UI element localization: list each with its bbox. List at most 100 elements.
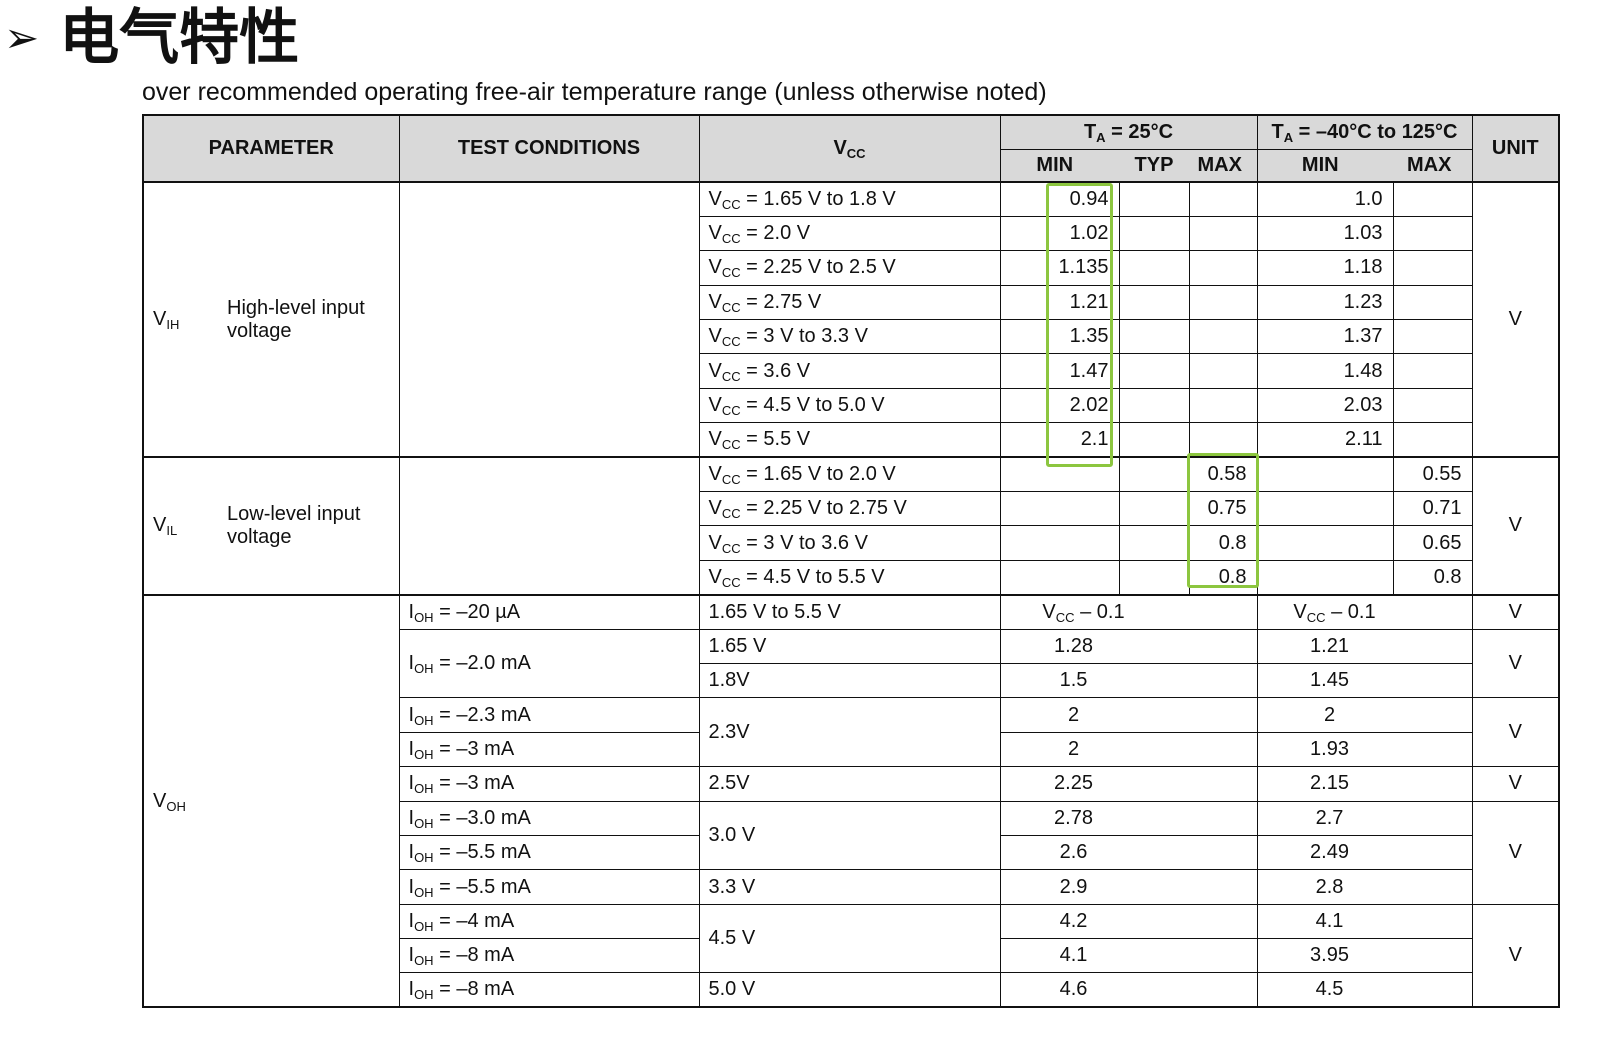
voh-min-25c: 2.9 (999, 869, 1258, 905)
vih-typ-25c (1118, 353, 1190, 389)
vih-row: VIH High-level input voltage VCC = 1.65 V … (142, 180, 1560, 458)
voh-row: 1.8V 1.5 1.45 (143, 662, 1559, 698)
vil-max-full: 0.71 (1392, 491, 1473, 526)
vih-min-full: 1.23 (1256, 284, 1394, 320)
voh-min-full: 3.95 (1256, 938, 1473, 973)
vih-typ-25c (1118, 422, 1190, 458)
vil-min-full (1256, 491, 1394, 526)
vil-vcc: VCC = 2.25 V to 2.75 V (698, 491, 1001, 526)
voh-ioh: IOH = –3 mA (398, 731, 700, 767)
vih-row: VCC = 2.25 V to 2.5 V 1.135 1.18 (143, 250, 1559, 286)
voh-row: IOH = –8 mA 5.0 V 4.6 4.5 (143, 972, 1559, 1008)
vih-min-25c: 1.02 (999, 215, 1120, 251)
voh-row: IOH = –4 mA 4.5 V 4.2 4.1 V (143, 903, 1560, 1008)
vil-min-25c (999, 525, 1120, 561)
vih-max-full (1392, 215, 1473, 251)
voh-min-full: VCC – 0.1 (1256, 593, 1473, 630)
header-max-25c: MAX (1189, 148, 1258, 182)
voh-min-25c: 4.1 (999, 938, 1258, 973)
vih-min-full: 1.03 (1256, 215, 1394, 251)
voh-vcc: 1.8V (698, 662, 1001, 698)
vil-min-25c (999, 491, 1120, 526)
voh-vcc: 3.0 V (698, 800, 1001, 870)
vil-max-25c: 0.75 (1188, 491, 1258, 526)
vil-row: VIL Low-level input voltage VCC = 1.65 V t… (142, 456, 1560, 595)
header-ta-25c: TA = 25°C (999, 115, 1258, 149)
table-caption: over recommended operating free-air temp… (142, 78, 1047, 106)
vil-row: VCC = 2.25 V to 2.75 V 0.75 0.71 (143, 491, 1559, 526)
vih-symbol: VIH (153, 308, 180, 333)
vih-vcc: VCC = 2.25 V to 2.5 V (698, 250, 1001, 286)
vih-max-25c (1188, 319, 1258, 354)
vil-max-25c: 0.8 (1188, 559, 1258, 595)
vih-min-25c: 0.94 (999, 180, 1120, 217)
voh-min-full: 2.8 (1256, 869, 1473, 905)
vil-min-25c (999, 456, 1120, 492)
vih-min-full: 1.0 (1256, 180, 1394, 217)
voh-unit: V (1471, 697, 1560, 767)
vih-min-25c: 1.135 (999, 250, 1120, 286)
vil-symbol: VIL (153, 514, 178, 539)
voh-row: IOH = –3 mA 2.5V 2.25 2.15 V (143, 766, 1560, 802)
voh-vcc: 2.3V (698, 697, 1001, 767)
vih-typ-25c (1118, 284, 1190, 320)
voh-min-full: 1.45 (1256, 662, 1473, 698)
vih-max-25c (1188, 353, 1258, 389)
voh-unit: V (1471, 628, 1560, 698)
voh-row: IOH = –5.5 mA 2.6 2.49 (143, 834, 1559, 870)
vih-max-full (1392, 180, 1473, 217)
vih-max-full (1392, 387, 1473, 423)
vih-row: VCC = 2.0 V 1.02 1.03 (143, 215, 1559, 251)
voh-min-25c: 4.2 (999, 903, 1258, 939)
voh-row: IOH = –3.0 mA 3.0 V 2.78 2.7 V (143, 800, 1560, 905)
voh-row: VOH IOH = –20 µA 1.65 V to 5.5 V VCC – 0.1 V… (142, 593, 1560, 1008)
voh-vcc: 5.0 V (698, 972, 1001, 1008)
vih-max-25c (1188, 387, 1258, 423)
vih-unit: V (1471, 180, 1560, 458)
voh-ioh: IOH = –4 mA (398, 903, 700, 939)
vih-row: VCC = 5.5 V 2.1 2.11 (143, 422, 1559, 458)
vil-vcc: VCC = 4.5 V to 5.5 V (698, 559, 1001, 595)
header-ta-full-range: TA = –40°C to 125°C (1256, 115, 1473, 149)
vil-test-conditions (398, 456, 700, 595)
vil-row: VCC = 3 V to 3.6 V 0.8 0.65 (143, 525, 1559, 561)
header-test-conditions: TEST CONDITIONS (398, 115, 700, 182)
vil-unit: V (1471, 456, 1560, 595)
vih-vcc: VCC = 3.6 V (698, 353, 1001, 389)
vih-vcc: VCC = 3 V to 3.3 V (698, 319, 1001, 354)
vih-min-full: 1.48 (1256, 353, 1394, 389)
voh-ioh: IOH = –3.0 mA (398, 800, 700, 836)
vil-min-25c (999, 559, 1120, 595)
vih-max-25c (1188, 215, 1258, 251)
arrow-bullet-icon: ➢ (4, 13, 40, 62)
header-vcc: VCC (698, 115, 1001, 182)
vih-row: VCC = 2.75 V 1.21 1.23 (143, 284, 1559, 320)
vil-min-full (1256, 559, 1394, 595)
header-max-full: MAX (1393, 148, 1473, 182)
header-parameter: PARAMETER (142, 115, 400, 182)
vil-vcc: VCC = 1.65 V to 2.0 V (698, 456, 1001, 492)
voh-ioh: IOH = –8 mA (398, 938, 700, 973)
vih-min-25c: 1.21 (999, 284, 1120, 320)
voh-min-full: 4.5 (1256, 972, 1473, 1008)
vih-max-25c (1188, 422, 1258, 458)
voh-min-25c: 1.28 (999, 628, 1258, 664)
voh-min-full: 2.7 (1256, 800, 1473, 836)
param-vil: VIL Low-level input voltage (142, 456, 400, 595)
vil-max-25c: 0.8 (1188, 525, 1258, 561)
voh-symbol: VOH (153, 789, 186, 814)
voh-unit: V (1471, 903, 1560, 1008)
voh-ioh: IOH = –5.5 mA (398, 869, 700, 905)
vih-vcc: VCC = 5.5 V (698, 422, 1001, 458)
vih-max-25c (1188, 180, 1258, 217)
voh-ioh: IOH = –2.3 mA (398, 697, 700, 733)
section-heading: ➢ 电气特性 (4, 2, 299, 74)
voh-vcc: 4.5 V (698, 903, 1001, 973)
voh-ioh: IOH = –5.5 mA (398, 834, 700, 870)
vih-max-full (1392, 353, 1473, 389)
vih-min-full: 1.18 (1256, 250, 1394, 286)
vih-test-conditions (398, 180, 700, 458)
header-typ-25c: TYP (1119, 148, 1189, 182)
header-unit: UNIT (1471, 115, 1560, 182)
voh-min-25c: 2.6 (999, 834, 1258, 870)
